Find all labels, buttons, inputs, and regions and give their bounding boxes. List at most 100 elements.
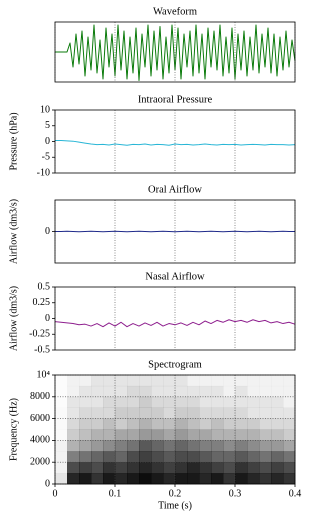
spectrogram-cell (151, 473, 163, 484)
data-line (55, 231, 295, 232)
spectrogram-cell (103, 397, 115, 408)
spectrogram-cell (79, 430, 91, 441)
spectrogram-cell (187, 419, 199, 430)
spectrogram-cell (259, 397, 271, 408)
spectrogram-cell (223, 473, 235, 484)
spectrogram-cell (175, 430, 187, 441)
spectrogram-cell (187, 397, 199, 408)
spectrogram-cell (139, 430, 151, 441)
spectrogram-cell (283, 408, 295, 419)
spectrogram-cell (91, 462, 103, 473)
spectrogram-cell (139, 397, 151, 408)
spectrogram-cell (187, 462, 199, 473)
spectrogram-cell (271, 440, 283, 451)
spectrogram-cell (79, 408, 91, 419)
spectrogram-cell (115, 408, 127, 419)
spectrogram-cell (115, 462, 127, 473)
spectrogram-cell (283, 419, 295, 430)
spectrogram-cell (211, 451, 223, 462)
spectrogram-cell (175, 397, 187, 408)
spectrogram-cell (127, 386, 139, 397)
spectrogram-cell (151, 419, 163, 430)
y-tick-label: 4000 (30, 435, 50, 446)
x-tick-label: 0.3 (229, 488, 242, 499)
spectrogram-cell (79, 451, 91, 462)
spectrogram-cell (175, 419, 187, 430)
spectrogram-cell (271, 430, 283, 441)
spectrogram-cell (103, 462, 115, 473)
y-tick-label: 10⁴ (37, 369, 51, 380)
spectrogram-cell (235, 430, 247, 441)
spectrogram-cell (115, 386, 127, 397)
spectrogram-cell (163, 462, 175, 473)
spectrogram-cell (67, 462, 79, 473)
spectrogram-cell (127, 419, 139, 430)
spectrogram-cell (199, 440, 211, 451)
spectrogram-cell (271, 397, 283, 408)
panel-title: Waveform (153, 6, 197, 17)
spectrogram-cell (247, 462, 259, 473)
spectrogram-cell (55, 462, 67, 473)
spectrogram-cell (139, 375, 151, 386)
spectrogram-cell (103, 419, 115, 430)
y-axis-label: Airflow (dm3/s) (8, 286, 19, 351)
spectrogram-cell (259, 462, 271, 473)
spectrogram-cell (55, 397, 67, 408)
spectrogram-cell (271, 451, 283, 462)
y-tick-label: 0 (45, 478, 50, 489)
spectrogram-cell (91, 419, 103, 430)
spectrogram-cell (67, 408, 79, 419)
y-tick-label: -0.5 (34, 344, 50, 355)
spectrogram-cell (127, 430, 139, 441)
spectrogram-cell (247, 419, 259, 430)
spectrogram-cell (211, 430, 223, 441)
spectrogram-cell (211, 419, 223, 430)
spectrogram-cell (79, 440, 91, 451)
spectrogram-cell (103, 375, 115, 386)
spectrogram-cell (139, 451, 151, 462)
x-axis-label: Time (s) (158, 500, 192, 511)
spectrogram-cell (235, 451, 247, 462)
spectrogram-cell (115, 419, 127, 430)
spectrogram-cell (223, 408, 235, 419)
spectrogram-cell (91, 473, 103, 484)
spectrogram-cell (139, 419, 151, 430)
y-tick-label: 6000 (30, 413, 50, 424)
spectrogram-cell (103, 430, 115, 441)
spectrogram-cell (151, 408, 163, 419)
spectrogram-cell (199, 408, 211, 419)
spectrogram-cell (91, 408, 103, 419)
spectrogram-cell (235, 397, 247, 408)
spectrogram-cell (223, 462, 235, 473)
spectrogram-cell (259, 440, 271, 451)
spectrogram-cell (115, 375, 127, 386)
spectrogram-cell (199, 386, 211, 397)
spectrogram-cell (151, 375, 163, 386)
spectrogram-cell (115, 430, 127, 441)
spectrogram-cell (151, 462, 163, 473)
y-tick-label: 8000 (30, 391, 50, 402)
spectrogram-cell (79, 419, 91, 430)
spectrogram-cell (211, 462, 223, 473)
spectrogram-cell (235, 440, 247, 451)
spectrogram-cell (127, 375, 139, 386)
y-axis-label: Pressure (hPa) (8, 112, 19, 170)
panel-title: Spectrogram (148, 359, 202, 370)
spectrogram-cell (271, 419, 283, 430)
spectrogram-cell (247, 375, 259, 386)
spectrogram-cell (151, 386, 163, 397)
spectrogram-cell (115, 397, 127, 408)
spectrogram-cell (163, 451, 175, 462)
spectrogram-cell (235, 473, 247, 484)
spectrogram-cell (247, 440, 259, 451)
spectrogram-cell (259, 451, 271, 462)
spectrogram-cell (175, 473, 187, 484)
panel-title: Nasal Airflow (145, 271, 205, 282)
spectrogram-cell (187, 430, 199, 441)
spectrogram-cell (271, 408, 283, 419)
spectrogram-cell (259, 408, 271, 419)
data-line (55, 320, 295, 327)
spectrogram-cell (139, 440, 151, 451)
spectrogram-cell (127, 408, 139, 419)
spectrogram-cell (283, 397, 295, 408)
